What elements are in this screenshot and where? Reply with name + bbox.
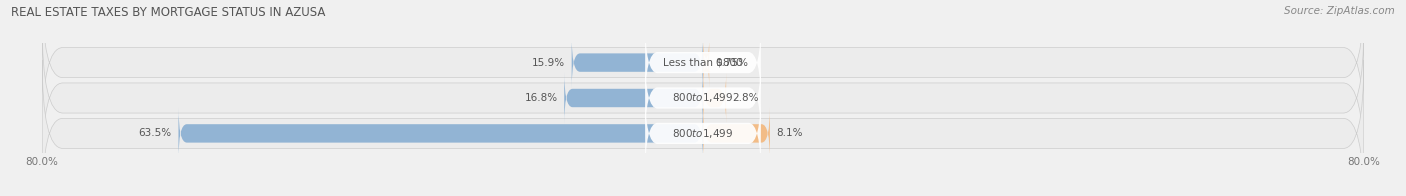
FancyBboxPatch shape <box>42 24 1364 172</box>
Text: 8.1%: 8.1% <box>776 128 803 138</box>
Text: Source: ZipAtlas.com: Source: ZipAtlas.com <box>1284 6 1395 16</box>
Text: 15.9%: 15.9% <box>531 58 565 68</box>
FancyBboxPatch shape <box>645 20 761 105</box>
Text: $800 to $1,499: $800 to $1,499 <box>672 92 734 104</box>
Text: Less than $800: Less than $800 <box>664 58 742 68</box>
FancyBboxPatch shape <box>645 91 761 176</box>
Text: 2.8%: 2.8% <box>733 93 759 103</box>
FancyBboxPatch shape <box>564 72 703 124</box>
FancyBboxPatch shape <box>572 36 703 89</box>
FancyBboxPatch shape <box>645 55 761 141</box>
FancyBboxPatch shape <box>42 0 1364 136</box>
FancyBboxPatch shape <box>703 107 770 160</box>
Text: REAL ESTATE TAXES BY MORTGAGE STATUS IN AZUSA: REAL ESTATE TAXES BY MORTGAGE STATUS IN … <box>11 6 326 19</box>
FancyBboxPatch shape <box>42 60 1364 196</box>
Text: 0.75%: 0.75% <box>716 58 749 68</box>
Text: $800 to $1,499: $800 to $1,499 <box>672 127 734 140</box>
FancyBboxPatch shape <box>702 36 711 89</box>
FancyBboxPatch shape <box>179 107 703 160</box>
Text: 16.8%: 16.8% <box>524 93 558 103</box>
FancyBboxPatch shape <box>703 72 725 124</box>
Text: 63.5%: 63.5% <box>139 128 172 138</box>
